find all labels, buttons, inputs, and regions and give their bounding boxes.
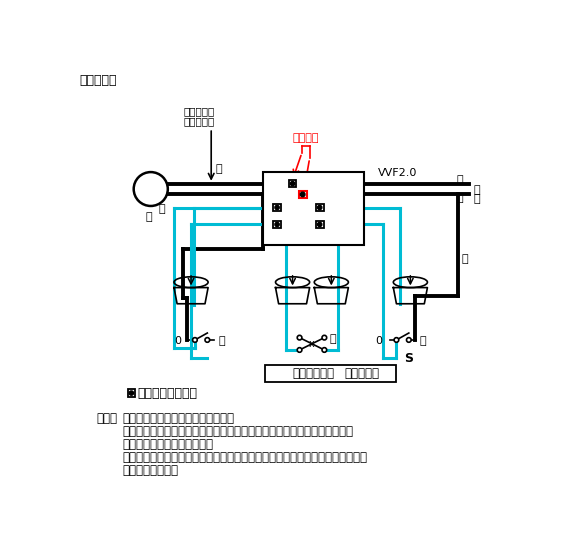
Circle shape xyxy=(322,335,326,340)
Circle shape xyxy=(300,192,305,196)
Text: 白: 白 xyxy=(457,175,464,185)
Text: 【複線図】: 【複線図】 xyxy=(80,74,117,87)
Text: 電線の色別は: 電線の色別は xyxy=(292,366,335,380)
Text: x: x xyxy=(309,339,315,349)
Text: ：差込形コネクタ: ：差込形コネクタ xyxy=(138,387,197,400)
Text: 0: 0 xyxy=(376,336,383,346)
Text: 黒: 黒 xyxy=(158,204,165,214)
Bar xyxy=(289,180,297,188)
Circle shape xyxy=(297,347,302,352)
Bar xyxy=(265,365,396,381)
Text: 受金ねじ部: 受金ねじ部 xyxy=(184,107,215,117)
Bar xyxy=(273,204,281,211)
Text: 省略しています。: 省略しています。 xyxy=(123,464,179,477)
Text: イ: イ xyxy=(146,212,152,222)
Circle shape xyxy=(275,223,280,226)
Text: （注）: （注） xyxy=(97,412,118,425)
Circle shape xyxy=(297,335,302,340)
Text: 問わない。: 問わない。 xyxy=(344,366,379,380)
Circle shape xyxy=(129,391,134,395)
Bar xyxy=(316,220,323,228)
Circle shape xyxy=(322,347,326,352)
Text: 白: 白 xyxy=(216,164,223,174)
Bar xyxy=(263,172,364,245)
Circle shape xyxy=(407,337,411,342)
Text: したがって、３路スイッチ・４路スイッチ相互間の結線方法については、: したがって、３路スイッチ・４路スイッチ相互間の結線方法については、 xyxy=(123,425,354,438)
Circle shape xyxy=(134,172,168,206)
Bar xyxy=(316,204,323,211)
Text: 源: 源 xyxy=(473,194,480,204)
Text: 電: 電 xyxy=(473,185,480,195)
Text: S: S xyxy=(404,352,413,365)
Text: 黒: 黒 xyxy=(457,193,464,203)
Text: このことにより、３路スイッチの記号「０」を除くその他の記号については、: このことにより、３路スイッチの記号「０」を除くその他の記号については、 xyxy=(123,451,368,464)
Text: 0: 0 xyxy=(174,336,181,346)
Text: VVF2.0: VVF2.0 xyxy=(377,168,417,178)
Text: イ: イ xyxy=(330,334,336,344)
Circle shape xyxy=(205,337,210,342)
Bar xyxy=(128,389,135,397)
Text: の端子に白: の端子に白 xyxy=(184,116,215,126)
Circle shape xyxy=(394,337,398,342)
Circle shape xyxy=(291,181,295,186)
Bar xyxy=(299,190,306,198)
Text: 黒: 黒 xyxy=(462,254,468,264)
Circle shape xyxy=(193,337,197,342)
Circle shape xyxy=(275,205,280,210)
Text: 複数の結線方法があります。: 複数の結線方法があります。 xyxy=(123,438,214,451)
Text: R: R xyxy=(144,180,158,199)
Text: イ: イ xyxy=(420,336,426,346)
Bar xyxy=(273,220,281,228)
Text: イ: イ xyxy=(218,336,225,346)
Text: 小で圧着: 小で圧着 xyxy=(292,133,319,143)
Circle shape xyxy=(318,223,322,226)
Text: 上記の複線図は、正解の一例です。: 上記の複線図は、正解の一例です。 xyxy=(123,412,235,425)
Circle shape xyxy=(318,205,322,210)
